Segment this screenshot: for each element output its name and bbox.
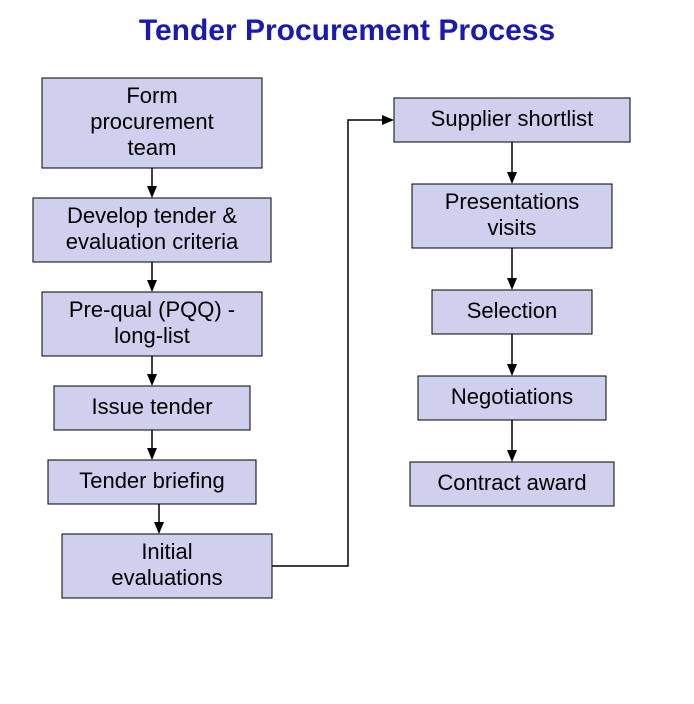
arrowhead-icon [507,450,517,462]
flow-node-label: Issue tender [91,394,212,419]
flow-node: Contract award [410,462,614,506]
flow-node-label: Contract award [437,470,586,495]
flow-node-label: team [128,135,177,160]
flow-node: Tender briefing [48,460,256,504]
flow-node: Issue tender [54,386,250,430]
flow-node-label: Initial [141,539,192,564]
arrowhead-icon [147,280,157,292]
flow-node: Develop tender &evaluation criteria [33,198,271,262]
arrowhead-icon [507,364,517,376]
arrowhead-icon [507,172,517,184]
flow-node-label: Tender briefing [79,468,225,493]
flow-node: Selection [432,290,592,334]
flow-node: Pre-qual (PQQ) -long-list [42,292,262,356]
flow-node-label: long-list [114,323,190,348]
flow-node: Presentationsvisits [412,184,612,248]
flow-node-label: Selection [467,298,558,323]
arrowhead-icon [147,186,157,198]
flow-node-label: Negotiations [451,384,573,409]
diagram-title: Tender Procurement Process [139,14,555,47]
flow-node: Formprocurementteam [42,78,262,168]
arrowhead-icon [507,278,517,290]
flow-node-label: Supplier shortlist [431,106,594,131]
arrowhead-icon [154,522,164,534]
flow-node-label: procurement [90,109,214,134]
flow-edge [272,120,384,566]
flow-node-label: evaluations [111,565,222,590]
flow-node: Negotiations [418,376,606,420]
flow-node-label: visits [488,215,537,240]
flow-node-label: Presentations [445,189,580,214]
flow-node: Initialevaluations [62,534,272,598]
flow-node-label: Pre-qual (PQQ) - [69,297,235,322]
flow-node: Supplier shortlist [394,98,630,142]
flow-node-label: Form [126,83,177,108]
flowchart: Tender Procurement Process Formprocuremen… [0,0,694,704]
flow-node-label: Develop tender & [67,203,237,228]
arrowhead-icon [147,374,157,386]
flow-node-label: evaluation criteria [66,229,239,254]
arrowhead-icon [382,115,394,125]
arrowhead-icon [147,448,157,460]
